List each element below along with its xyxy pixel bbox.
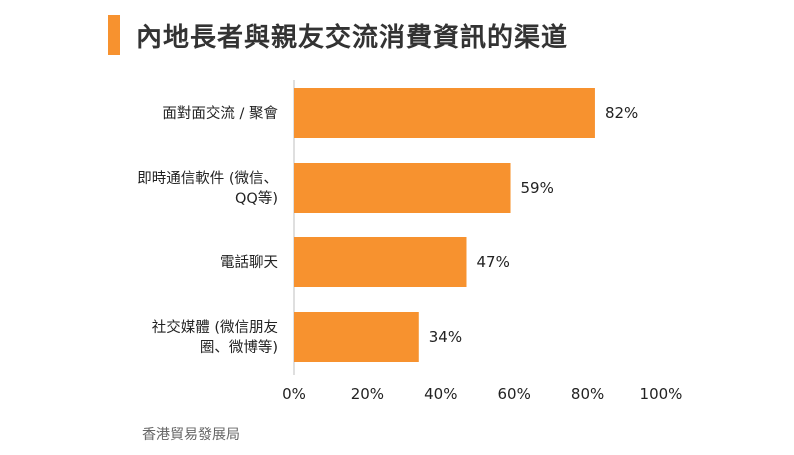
x-tick-label: 100% <box>640 385 683 403</box>
x-tick-label: 60% <box>498 385 531 403</box>
title-block: 內地長者與親友交流消費資訊的渠道 <box>108 14 568 56</box>
x-tick-label: 80% <box>571 385 604 403</box>
bar-value-label: 59% <box>521 179 554 197</box>
category-label: 圈、微博等) <box>200 338 278 356</box>
category-label: 電話聊天 <box>220 254 278 271</box>
x-tick-label: 0% <box>282 385 306 403</box>
chart-title: 內地長者與親友交流消費資訊的渠道 <box>136 22 569 53</box>
title-accent-bar <box>108 15 120 55</box>
x-tick-label: 40% <box>424 385 457 403</box>
x-tick-label: 20% <box>351 385 384 403</box>
category-label: 面對面交流 / 聚會 <box>162 104 278 122</box>
source-note: 香港貿易發展局 <box>142 427 240 443</box>
bar-value-label: 82% <box>605 104 638 122</box>
bar <box>294 237 467 287</box>
bar <box>294 163 511 213</box>
category-label: QQ等) <box>235 189 278 207</box>
bar <box>294 88 595 138</box>
bar-value-label: 47% <box>476 253 509 271</box>
category-label: 即時通信軟件 (微信、 <box>137 170 278 187</box>
category-label: 社交媒體 (微信朋友 <box>152 318 278 336</box>
bar <box>294 312 419 362</box>
bar-value-label: 34% <box>429 328 462 346</box>
